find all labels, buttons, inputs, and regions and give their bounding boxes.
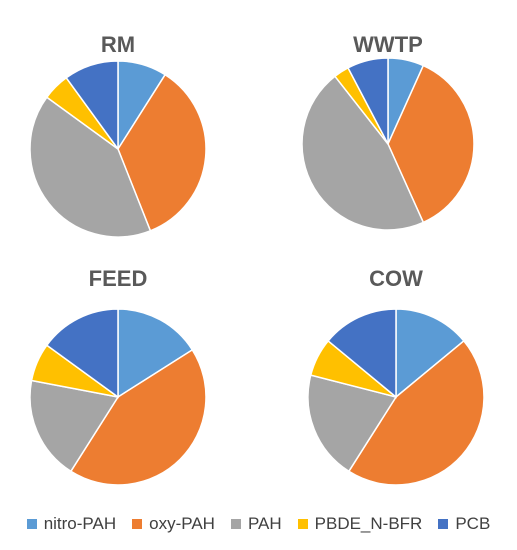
pie-slice-feed-nitro-pah <box>117 308 194 399</box>
pie-slice-cow-pcb <box>327 308 397 399</box>
chart-title-wwtp: WWTP <box>353 32 423 57</box>
chart-title-cow: COW <box>369 266 423 291</box>
pie-slice-wwtp-pah <box>301 75 425 231</box>
legend: nitro-PAH oxy-PAH PAH PBDE_N-BFR PCB <box>0 506 517 542</box>
legend-label: oxy-PAH <box>149 514 215 533</box>
pie-slice-feed-pcb <box>45 308 119 399</box>
pie-slice-wwtp-oxy-pah <box>387 64 475 224</box>
pie-slice-cow-pah <box>307 374 398 473</box>
pie-wwtp: WWTP <box>301 32 475 231</box>
legend-item-pah: PAH <box>230 514 282 534</box>
chart-title-feed: FEED <box>89 266 148 291</box>
pie-slice-feed-oxy-pah <box>69 348 207 486</box>
legend-swatch <box>438 519 449 529</box>
pie-rm: RM <box>29 32 207 238</box>
legend-label: PCB <box>455 514 491 533</box>
legend-swatch <box>230 519 241 529</box>
pie-slice-rm-oxy-pah <box>117 73 207 232</box>
legend-label: PAH <box>247 514 282 533</box>
legend-swatch <box>26 519 37 529</box>
pie-slice-cow-nitro-pah <box>395 308 465 399</box>
pie-slice-wwtp-pcb <box>347 57 389 145</box>
legend-label: nitro-PAH <box>43 514 117 533</box>
legend-item-pbde-n-bfr: PBDE_N-BFR <box>297 514 423 534</box>
pie-slice-cow-oxy-pah <box>347 339 485 486</box>
chart-title-rm: RM <box>101 32 135 57</box>
legend-item-pcb: PCB <box>438 514 490 534</box>
legend-item-oxy-pah: oxy-PAH <box>132 514 215 534</box>
legend-swatch <box>132 519 143 529</box>
legend-label: PBDE_N-BFR <box>314 514 423 533</box>
pie-slice-rm-pah <box>29 96 152 238</box>
pie-slice-feed-pah <box>29 379 120 473</box>
legend-swatch <box>297 519 308 529</box>
pie-slice-rm-pcb <box>65 60 119 152</box>
pie-cow: COW <box>307 266 485 486</box>
legend-item-nitro-pah: nitro-PAH <box>26 514 117 534</box>
pie-feed: FEED <box>29 266 207 486</box>
